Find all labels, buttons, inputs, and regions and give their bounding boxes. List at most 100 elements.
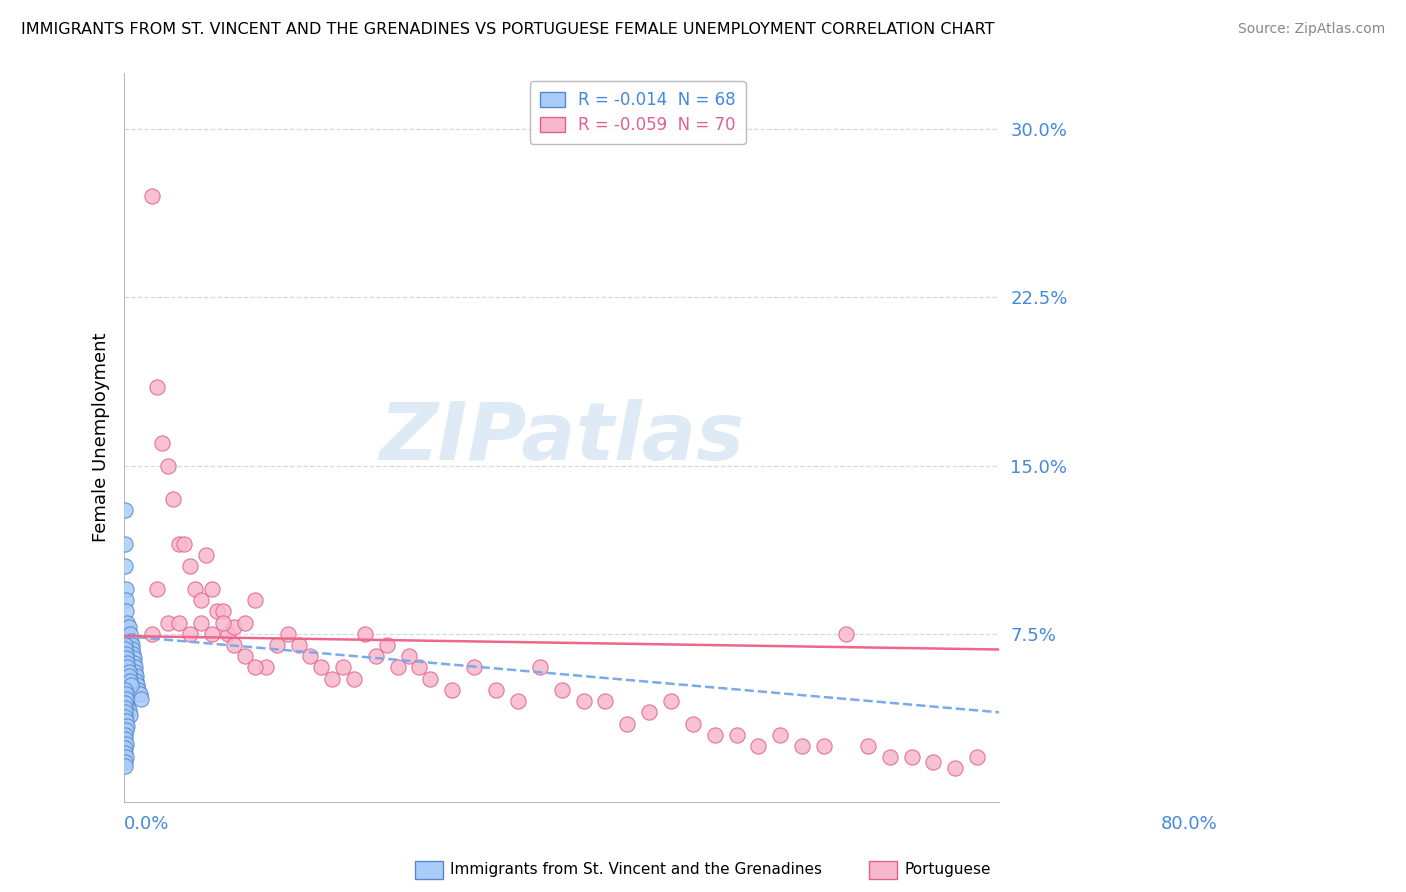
Text: 0.0%: 0.0% xyxy=(124,815,170,833)
Point xyxy=(179,559,201,574)
Point xyxy=(114,638,136,652)
Point xyxy=(118,707,141,722)
Point xyxy=(115,582,138,596)
Point xyxy=(117,660,139,674)
Point xyxy=(118,627,141,641)
Point xyxy=(146,582,169,596)
Point xyxy=(141,189,163,203)
Point xyxy=(122,651,145,665)
Point xyxy=(222,638,245,652)
Point xyxy=(332,660,354,674)
Point xyxy=(115,694,138,708)
Y-axis label: Female Unemployment: Female Unemployment xyxy=(93,333,110,542)
Point xyxy=(245,660,267,674)
Point xyxy=(117,703,139,717)
Text: IMMIGRANTS FROM ST. VINCENT AND THE GRENADINES VS PORTUGUESE FEMALE UNEMPLOYMENT: IMMIGRANTS FROM ST. VINCENT AND THE GREN… xyxy=(21,22,994,37)
Point xyxy=(117,620,139,634)
Point xyxy=(572,694,595,708)
Point xyxy=(117,719,139,733)
Point xyxy=(115,737,138,751)
Point xyxy=(117,654,139,668)
Point xyxy=(725,728,748,742)
Point xyxy=(114,642,136,657)
Point xyxy=(233,615,256,630)
Point xyxy=(114,732,136,747)
Point xyxy=(124,665,146,679)
Point xyxy=(121,638,143,652)
Point xyxy=(703,728,725,742)
Point xyxy=(747,739,769,753)
Point xyxy=(195,549,218,563)
Point xyxy=(120,633,142,648)
Point xyxy=(114,710,136,724)
Point xyxy=(201,627,224,641)
Point xyxy=(299,649,322,664)
Point xyxy=(900,750,922,764)
Point xyxy=(124,660,146,674)
Point xyxy=(167,615,190,630)
Point xyxy=(201,582,224,596)
Point xyxy=(115,663,138,677)
Point xyxy=(233,649,256,664)
Point xyxy=(114,658,136,673)
Point xyxy=(162,492,184,507)
Point xyxy=(115,651,138,665)
Point xyxy=(595,694,617,708)
Point xyxy=(129,691,152,706)
Point xyxy=(419,672,441,686)
Point xyxy=(114,701,136,715)
Point xyxy=(638,706,661,720)
Point xyxy=(343,672,366,686)
Point xyxy=(117,656,139,670)
Point xyxy=(659,694,682,708)
Point xyxy=(117,690,139,704)
Point xyxy=(205,604,228,618)
Point xyxy=(114,503,136,517)
Point xyxy=(398,649,420,664)
Point xyxy=(141,627,163,641)
Point xyxy=(222,620,245,634)
Text: 80.0%: 80.0% xyxy=(1161,815,1218,833)
Point xyxy=(353,627,375,641)
Point xyxy=(115,687,138,701)
Point xyxy=(441,682,464,697)
Point xyxy=(121,642,143,657)
Text: Source: ZipAtlas.com: Source: ZipAtlas.com xyxy=(1237,22,1385,37)
Point xyxy=(616,716,638,731)
Point xyxy=(288,638,311,652)
Point xyxy=(118,673,141,688)
Point xyxy=(184,582,207,596)
Point xyxy=(115,649,138,664)
Point xyxy=(146,380,169,394)
Point xyxy=(156,458,179,473)
Point xyxy=(167,537,190,551)
Point xyxy=(835,627,858,641)
Point xyxy=(173,537,195,551)
Text: Portuguese: Portuguese xyxy=(904,863,991,877)
Point xyxy=(115,593,138,607)
Point xyxy=(277,627,299,641)
Point xyxy=(115,714,138,729)
Point xyxy=(117,627,139,641)
Point xyxy=(682,716,704,731)
Point xyxy=(387,660,409,674)
Point xyxy=(529,660,551,674)
Point xyxy=(114,741,136,756)
Point xyxy=(114,755,136,769)
Point xyxy=(115,723,138,738)
Point xyxy=(114,559,136,574)
Point xyxy=(266,638,288,652)
Point xyxy=(245,593,267,607)
Legend: R = -0.014  N = 68, R = -0.059  N = 70: R = -0.014 N = 68, R = -0.059 N = 70 xyxy=(530,81,745,144)
Point xyxy=(156,615,179,630)
Point xyxy=(769,728,792,742)
Point xyxy=(115,691,138,706)
Point xyxy=(856,739,879,753)
Point xyxy=(117,669,139,683)
Point xyxy=(114,696,136,710)
Point xyxy=(152,436,174,450)
Point xyxy=(114,672,136,686)
Point xyxy=(114,537,136,551)
Point xyxy=(364,649,387,664)
Point xyxy=(120,678,142,692)
